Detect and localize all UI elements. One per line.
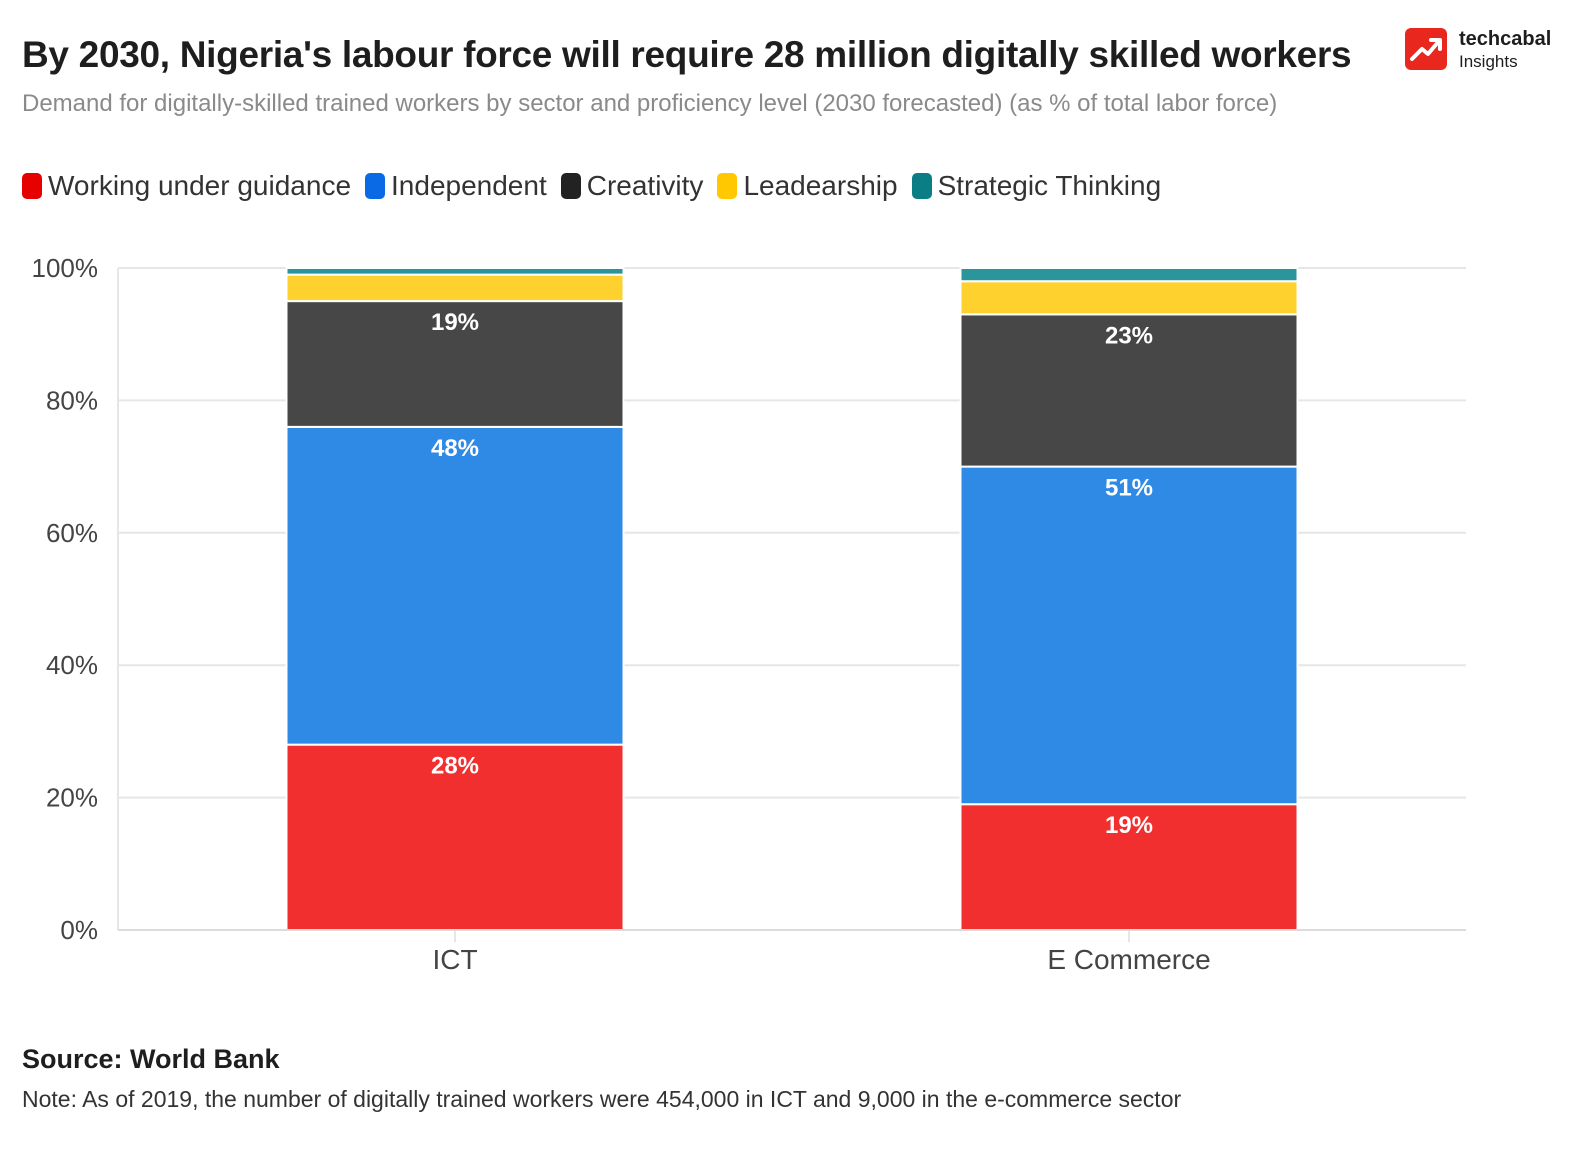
logo-sub: Insights	[1459, 52, 1518, 71]
legend-item-2: Independent	[365, 170, 547, 202]
y-tick-label: 80%	[46, 385, 98, 415]
legend-swatch	[22, 173, 42, 199]
data-label: 48%	[431, 435, 479, 462]
legend-item-1: Working under guidance	[22, 170, 351, 202]
logo-name: techcabal	[1459, 28, 1552, 50]
stacked-bar-chart: 0% 20% 40% 60% 80% 100% 28% 48% 19% ICT 19% 51% 23% E…	[32, 253, 1466, 975]
bar-segment	[285, 300, 625, 428]
source-label: Source: World Bank	[22, 1044, 280, 1074]
techcabal-logo: techcabal Insights	[1405, 26, 1565, 76]
data-label: 51%	[1105, 475, 1153, 502]
bar-segment	[285, 425, 625, 746]
legend-item-5: Strategic Thinking	[911, 170, 1162, 202]
legend-label: Independent	[391, 170, 547, 201]
y-tick-label: 0%	[60, 915, 98, 945]
bar-segment	[959, 280, 1299, 316]
legend-label: Strategic Thinking	[937, 170, 1162, 201]
legend-label: Leadearship	[743, 170, 898, 201]
y-tick-label: 20%	[46, 783, 98, 813]
legend-item-4: Leadearship	[717, 170, 898, 202]
y-tick-label: 60%	[46, 518, 98, 548]
data-label: 23%	[1105, 322, 1153, 349]
legend-swatch	[560, 173, 581, 199]
chart-title: By 2030, Nigeria's labour force will req…	[22, 34, 1352, 75]
legend-label: Working under guidance	[48, 170, 352, 201]
bar-segment	[285, 273, 625, 303]
y-tick-label: 100%	[32, 253, 99, 283]
bar-segment	[959, 267, 1299, 283]
bar-segment	[959, 803, 1299, 931]
data-label: 19%	[431, 309, 479, 336]
legend-item-3: Creativity	[560, 170, 704, 202]
trend-arrow-icon	[1405, 28, 1447, 70]
legend-swatch	[365, 173, 386, 199]
bar-segment	[959, 313, 1299, 468]
x-tick-label: ICT	[432, 944, 477, 975]
legend-swatch	[911, 173, 932, 199]
note-label: Note: As of 2019, the number of digitall…	[22, 1086, 1182, 1112]
legend-label: Creativity	[586, 170, 704, 201]
data-label: 19%	[1105, 812, 1153, 839]
y-tick-label: 40%	[46, 650, 98, 680]
chart-subtitle: Demand for digitally-skilled trained wor…	[22, 90, 1278, 117]
bar-segment	[285, 267, 625, 276]
legend-swatch	[717, 173, 738, 199]
bar-segment	[285, 743, 625, 932]
chart-legend: Working under guidance Independent Creativ…	[22, 170, 1175, 202]
x-tick-label: E Commerce	[1047, 944, 1210, 975]
bar-segment	[959, 465, 1299, 806]
data-label: 28%	[431, 753, 479, 780]
